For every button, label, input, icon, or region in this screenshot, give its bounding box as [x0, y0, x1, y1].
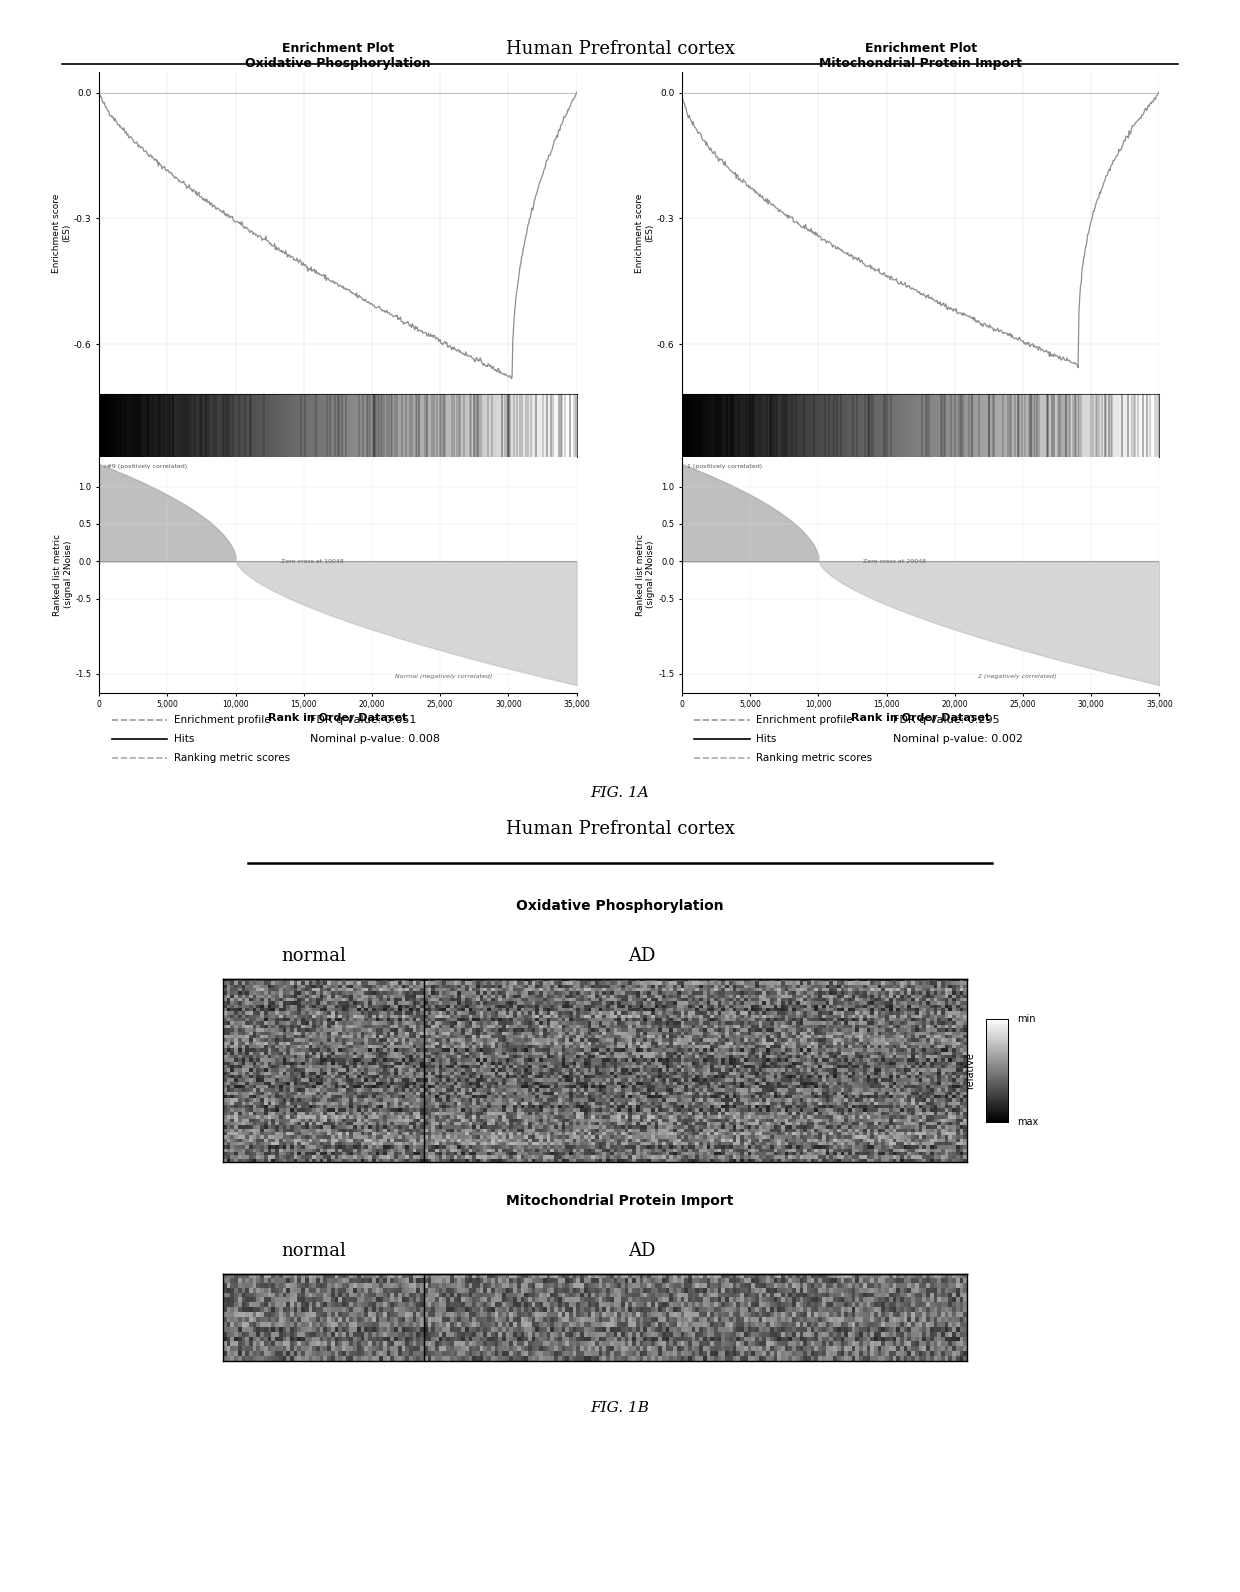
Text: Hits: Hits — [174, 734, 193, 743]
Y-axis label: Enrichment score
(ES): Enrichment score (ES) — [635, 193, 653, 272]
Text: Human Prefrontal cortex: Human Prefrontal cortex — [506, 820, 734, 837]
Text: Enrichment profile: Enrichment profile — [756, 715, 853, 724]
Y-axis label: Ranked list metric
(signal 2Noise): Ranked list metric (signal 2Noise) — [636, 533, 656, 616]
Text: relative: relative — [965, 1052, 975, 1089]
Text: normal: normal — [281, 947, 346, 965]
Text: Nominal p-value: 0.002: Nominal p-value: 0.002 — [893, 734, 1023, 743]
Title: Enrichment Plot
Mitochondrial Protein Import: Enrichment Plot Mitochondrial Protein Im… — [820, 43, 1022, 70]
Text: 2 (negatively correlated): 2 (negatively correlated) — [978, 675, 1056, 680]
Text: Mitochondrial Protein Import: Mitochondrial Protein Import — [506, 1194, 734, 1208]
Text: Zero cross at 29048: Zero cross at 29048 — [863, 559, 926, 564]
Text: Ranking metric scores: Ranking metric scores — [756, 753, 873, 763]
Text: r#9 (positively correlated): r#9 (positively correlated) — [104, 463, 187, 468]
Text: AD: AD — [627, 947, 655, 965]
Text: 1 (positively correlated): 1 (positively correlated) — [687, 463, 761, 468]
Text: Nominal p-value: 0.008: Nominal p-value: 0.008 — [310, 734, 440, 743]
Text: max: max — [1017, 1118, 1038, 1127]
Text: FIG. 1A: FIG. 1A — [590, 786, 650, 799]
Text: Ranking metric scores: Ranking metric scores — [174, 753, 290, 763]
X-axis label: Rank in Order Dataset: Rank in Order Dataset — [851, 713, 991, 723]
Text: Human Prefrontal cortex: Human Prefrontal cortex — [506, 40, 734, 57]
Text: Enrichment profile: Enrichment profile — [174, 715, 270, 724]
Text: FDR q-value: 0.051: FDR q-value: 0.051 — [310, 715, 417, 724]
Text: AD: AD — [627, 1242, 655, 1259]
Text: Hits: Hits — [756, 734, 776, 743]
Text: Zero cross at 10048: Zero cross at 10048 — [280, 559, 343, 564]
Text: Oxidative Phosphorylation: Oxidative Phosphorylation — [516, 899, 724, 914]
Text: min: min — [1017, 1014, 1035, 1024]
Text: FDR q-value: 0.295: FDR q-value: 0.295 — [893, 715, 999, 724]
Y-axis label: Enrichment score
(ES): Enrichment score (ES) — [52, 193, 71, 272]
Title: Enrichment Plot
Oxidative Phosphorylation: Enrichment Plot Oxidative Phosphorylatio… — [246, 43, 430, 70]
Text: normal: normal — [281, 1242, 346, 1259]
X-axis label: Rank in Order Dataset: Rank in Order Dataset — [268, 713, 408, 723]
Y-axis label: Ranked list metric
(signal 2Noise): Ranked list metric (signal 2Noise) — [53, 533, 73, 616]
Text: Normal (negatively correlated): Normal (negatively correlated) — [396, 675, 492, 680]
Text: FIG. 1B: FIG. 1B — [590, 1401, 650, 1415]
